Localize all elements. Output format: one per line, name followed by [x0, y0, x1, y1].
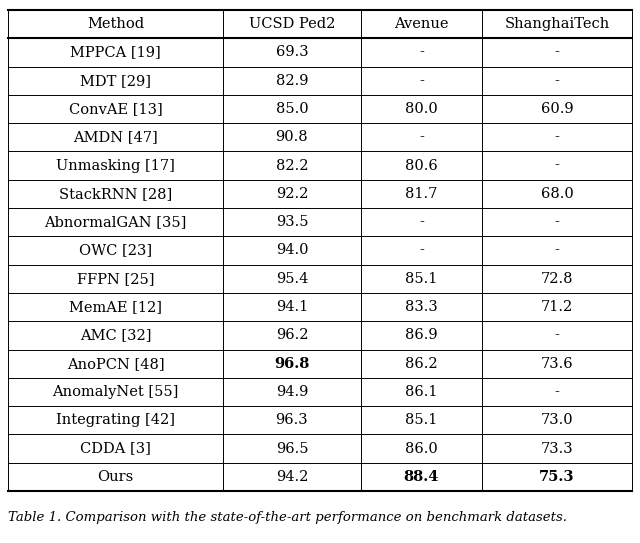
- Text: OWC [23]: OWC [23]: [79, 243, 152, 257]
- Text: 72.8: 72.8: [541, 272, 573, 286]
- Text: 96.2: 96.2: [276, 329, 308, 343]
- Text: ConvAE [13]: ConvAE [13]: [68, 102, 163, 116]
- Text: 81.7: 81.7: [405, 187, 438, 201]
- Text: 73.6: 73.6: [541, 357, 573, 371]
- Text: 60.9: 60.9: [541, 102, 573, 116]
- Text: 94.0: 94.0: [276, 243, 308, 257]
- Text: 82.2: 82.2: [276, 159, 308, 173]
- Text: CDDA [3]: CDDA [3]: [80, 441, 151, 456]
- Text: AnoPCN [48]: AnoPCN [48]: [67, 357, 164, 371]
- Text: 85.0: 85.0: [276, 102, 308, 116]
- Text: -: -: [555, 215, 559, 229]
- Text: 75.3: 75.3: [540, 470, 575, 484]
- Text: 95.4: 95.4: [276, 272, 308, 286]
- Text: 71.2: 71.2: [541, 300, 573, 314]
- Text: 69.3: 69.3: [276, 46, 308, 59]
- Text: Integrating [42]: Integrating [42]: [56, 413, 175, 427]
- Text: -: -: [555, 46, 559, 59]
- Text: 86.9: 86.9: [405, 329, 438, 343]
- Text: -: -: [419, 215, 424, 229]
- Text: 86.0: 86.0: [405, 441, 438, 456]
- Text: 80.0: 80.0: [405, 102, 438, 116]
- Text: 85.1: 85.1: [405, 413, 438, 427]
- Text: 73.0: 73.0: [541, 413, 573, 427]
- Text: -: -: [419, 130, 424, 144]
- Text: 93.5: 93.5: [276, 215, 308, 229]
- Text: 92.2: 92.2: [276, 187, 308, 201]
- Text: UCSD Ped2: UCSD Ped2: [249, 17, 335, 31]
- Text: Ours: Ours: [97, 470, 134, 484]
- Text: MDT [29]: MDT [29]: [80, 74, 151, 88]
- Text: Unmasking [17]: Unmasking [17]: [56, 159, 175, 173]
- Text: -: -: [555, 385, 559, 399]
- Text: -: -: [419, 243, 424, 257]
- Text: Method: Method: [87, 17, 144, 31]
- Text: AMDN [47]: AMDN [47]: [73, 130, 158, 144]
- Text: 83.3: 83.3: [405, 300, 438, 314]
- Text: AbnormalGAN [35]: AbnormalGAN [35]: [44, 215, 187, 229]
- Text: ShanghaiTech: ShanghaiTech: [504, 17, 610, 31]
- Text: 94.1: 94.1: [276, 300, 308, 314]
- Text: -: -: [419, 74, 424, 88]
- Text: -: -: [555, 130, 559, 144]
- Text: -: -: [555, 74, 559, 88]
- Text: MemAE [12]: MemAE [12]: [69, 300, 162, 314]
- Text: 94.2: 94.2: [276, 470, 308, 484]
- Text: Avenue: Avenue: [394, 17, 449, 31]
- Text: -: -: [419, 46, 424, 59]
- Text: 88.4: 88.4: [404, 470, 439, 484]
- Text: StackRNN [28]: StackRNN [28]: [59, 187, 172, 201]
- Text: 96.3: 96.3: [276, 413, 308, 427]
- Text: 96.5: 96.5: [276, 441, 308, 456]
- Text: FFPN [25]: FFPN [25]: [77, 272, 154, 286]
- Text: 68.0: 68.0: [541, 187, 573, 201]
- Text: -: -: [555, 243, 559, 257]
- Text: 73.3: 73.3: [541, 441, 573, 456]
- Text: -: -: [555, 159, 559, 173]
- Text: 80.6: 80.6: [405, 159, 438, 173]
- Text: 86.1: 86.1: [405, 385, 438, 399]
- Text: 82.9: 82.9: [276, 74, 308, 88]
- Text: 90.8: 90.8: [276, 130, 308, 144]
- Text: -: -: [555, 329, 559, 343]
- Text: Table 1. Comparison with the state-of-the-art performance on benchmark datasets.: Table 1. Comparison with the state-of-th…: [8, 512, 567, 525]
- Text: 86.2: 86.2: [405, 357, 438, 371]
- Text: AMC [32]: AMC [32]: [80, 329, 152, 343]
- Text: 94.9: 94.9: [276, 385, 308, 399]
- Text: MPPCA [19]: MPPCA [19]: [70, 46, 161, 59]
- Text: 96.8: 96.8: [274, 357, 310, 371]
- Text: 85.1: 85.1: [405, 272, 438, 286]
- Text: AnomalyNet [55]: AnomalyNet [55]: [52, 385, 179, 399]
